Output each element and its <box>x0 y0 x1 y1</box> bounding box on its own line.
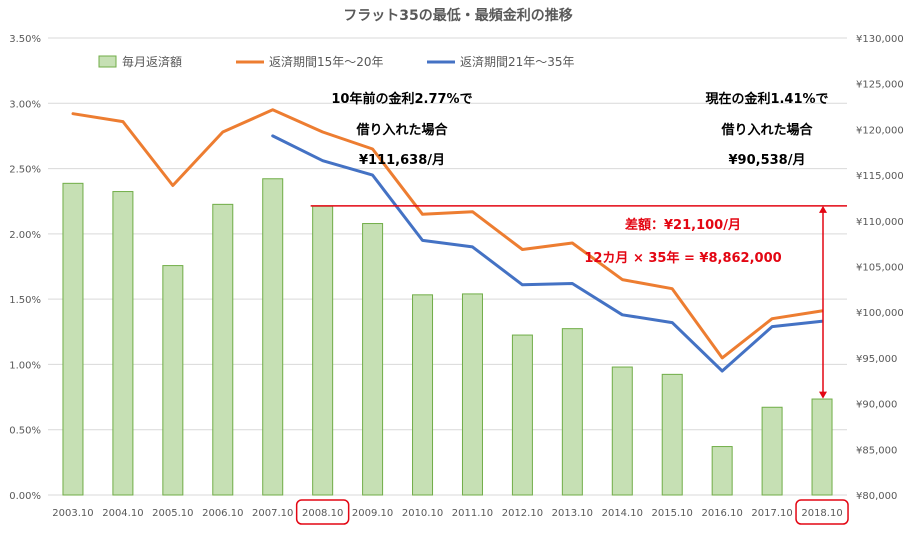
highlight-box <box>795 499 849 525</box>
highlight-box <box>295 499 350 525</box>
x-tick-label: 2006.10 <box>202 508 243 519</box>
annotation-right-2: 借り入れた場合 <box>720 122 813 138</box>
x-tick-label: 2008.10 <box>302 508 343 519</box>
left-axis-ticks: 0.00% 0.50% 1.00% 1.50% 2.00% 2.50% 3.00% 3.50% <box>9 34 41 502</box>
annotation-total: 12カ月 × 35年 = ¥8,862,000 <box>584 250 781 266</box>
bar <box>62 182 84 496</box>
arrow-head-down <box>819 391 827 399</box>
right-tick-label: ¥105,000 <box>856 263 904 274</box>
annotation-left-2: 借り入れた場合 <box>355 122 448 138</box>
bar <box>711 446 733 496</box>
reference-markers <box>310 205 847 399</box>
x-tick-label: 2003.10 <box>52 508 93 519</box>
left-tick-label: 0.00% <box>9 491 41 502</box>
line-series <box>71 108 824 373</box>
bar <box>461 293 483 496</box>
x-tick-label: 2012.10 <box>502 508 543 519</box>
bar <box>761 406 783 496</box>
annotation-right-3: ¥90,538/月 <box>729 153 806 168</box>
left-tick-label: 1.00% <box>9 360 41 371</box>
annotation-left-1: 10年前の金利2.77%で <box>331 91 472 107</box>
x-tick-label: 2007.10 <box>252 508 293 519</box>
x-tick-label: 2004.10 <box>102 508 143 519</box>
left-tick-label: 0.50% <box>9 426 41 437</box>
annotations: 10年前の金利2.77%で 借り入れた場合 ¥111,638/月 現在の金利1.… <box>331 91 828 266</box>
left-tick-label: 2.50% <box>9 165 41 176</box>
bar <box>262 178 284 496</box>
bar <box>811 398 833 496</box>
right-tick-label: ¥110,000 <box>856 217 904 228</box>
right-tick-label: ¥120,000 <box>856 125 904 136</box>
x-tick-label: 2005.10 <box>152 508 193 519</box>
series-line-orange <box>71 108 824 360</box>
bar-series <box>62 178 833 496</box>
right-axis-ticks: ¥80,000 ¥85,000 ¥90,000 ¥95,000 ¥100,000 ¥105… <box>856 34 904 502</box>
x-tick-label: 2017.10 <box>751 508 792 519</box>
right-tick-label: ¥130,000 <box>856 34 904 45</box>
bar <box>412 294 434 496</box>
x-tick-label: 2010.10 <box>402 508 443 519</box>
left-tick-label: 3.00% <box>9 99 41 110</box>
bar <box>212 203 234 496</box>
left-tick-label: 2.00% <box>9 230 41 241</box>
right-tick-label: ¥125,000 <box>856 80 904 91</box>
left-tick-label: 1.50% <box>9 295 41 306</box>
bar <box>162 265 184 496</box>
right-tick-label: ¥95,000 <box>856 354 897 365</box>
bar <box>362 223 384 496</box>
legend-label-orange: 返済期間15年～20年 <box>269 54 384 69</box>
x-tick-label: 2018.10 <box>801 508 842 519</box>
right-tick-label: ¥90,000 <box>856 400 897 411</box>
annotation-left-3: ¥111,638/月 <box>359 153 445 168</box>
bar <box>561 328 583 496</box>
right-tick-label: ¥85,000 <box>856 445 897 456</box>
legend-swatch-bar <box>98 55 117 68</box>
bar <box>112 191 134 496</box>
x-axis-ticks: 2003.10 2004.10 2005.10 2006.10 2007.10 2008.… <box>52 499 849 525</box>
x-tick-label: 2013.10 <box>552 508 593 519</box>
x-tick-label: 2011.10 <box>452 508 493 519</box>
bar <box>511 334 533 496</box>
bar <box>611 366 633 496</box>
annotation-diff: 差額：¥21,100/月 <box>625 217 741 233</box>
legend-label-bar: 毎月返済額 <box>122 54 182 69</box>
annotation-right-1: 現在の金利1.41%で <box>705 91 828 107</box>
legend: 毎月返済額 返済期間15年～20年 返済期間21年～35年 <box>98 54 575 69</box>
x-tick-label: 2014.10 <box>602 508 643 519</box>
x-tick-label: 2016.10 <box>701 508 742 519</box>
bar <box>661 373 683 496</box>
left-tick-label: 3.50% <box>9 34 41 45</box>
x-tick-label: 2015.10 <box>652 508 693 519</box>
series-line-blue <box>271 134 824 373</box>
right-tick-label: ¥115,000 <box>856 171 904 182</box>
x-tick-label: 2009.10 <box>352 508 393 519</box>
arrow-head-up <box>819 205 827 213</box>
right-tick-label: ¥100,000 <box>856 308 904 319</box>
legend-label-blue: 返済期間21年～35年 <box>460 54 575 69</box>
chart-title: フラット35の最低・最頻金利の推移 <box>343 7 572 24</box>
right-tick-label: ¥80,000 <box>856 491 897 502</box>
bar <box>312 205 334 496</box>
